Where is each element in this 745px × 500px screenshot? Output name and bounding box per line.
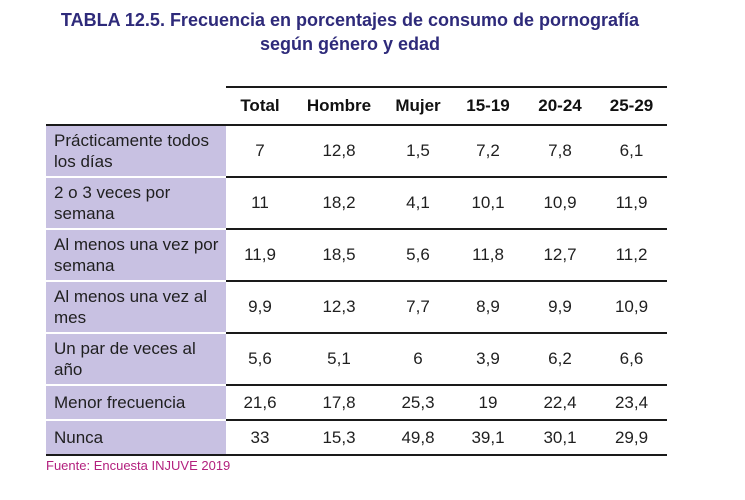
table-cell: 7,2 xyxy=(452,125,524,178)
header-mujer: Mujer xyxy=(384,86,452,126)
table-title: TABLA 12.5. Frecuencia en porcentajes de… xyxy=(0,8,700,56)
table-cell: 9,9 xyxy=(226,281,294,334)
table-row: Menor frecuencia 21,6 17,8 25,3 19 22,4 … xyxy=(46,385,667,421)
table-cell: 11,9 xyxy=(226,229,294,282)
table-cell: 9,9 xyxy=(524,281,596,334)
table-cell: 21,6 xyxy=(226,385,294,421)
header-row: Total Hombre Mujer 15-19 20-24 25-29 xyxy=(46,86,667,126)
table-cell: 12,7 xyxy=(524,229,596,282)
table-cell: 3,9 xyxy=(452,333,524,386)
table-cell: 5,1 xyxy=(294,333,384,386)
table-cell: 12,3 xyxy=(294,281,384,334)
table-cell: 23,4 xyxy=(596,385,667,421)
frequency-table: Total Hombre Mujer 15-19 20-24 25-29 Prá… xyxy=(46,86,667,456)
table-cell: 25,3 xyxy=(384,385,452,421)
table-row: Un par de veces al año 5,6 5,1 6 3,9 6,2… xyxy=(46,333,667,386)
table-cell: 4,1 xyxy=(384,177,452,230)
table-cell: 11 xyxy=(226,177,294,230)
table-cell: 17,8 xyxy=(294,385,384,421)
table-cell: 11,2 xyxy=(596,229,667,282)
table-cell: 18,2 xyxy=(294,177,384,230)
table-cell: 6,2 xyxy=(524,333,596,386)
header-hombre: Hombre xyxy=(294,86,384,126)
row-label: Un par de veces al año xyxy=(46,333,226,386)
table-cell: 11,9 xyxy=(596,177,667,230)
source-note: Fuente: Encuesta INJUVE 2019 xyxy=(46,458,231,473)
table-cell: 8,9 xyxy=(452,281,524,334)
table-cell: 6 xyxy=(384,333,452,386)
table-cell: 6,6 xyxy=(596,333,667,386)
header-empty-cell xyxy=(46,87,226,126)
table-cell: 6,1 xyxy=(596,125,667,178)
table-cell: 30,1 xyxy=(524,420,596,456)
table-cell: 5,6 xyxy=(226,333,294,386)
header-age-15-19: 15-19 xyxy=(452,86,524,126)
header-total: Total xyxy=(226,86,294,126)
header-age-20-24: 20-24 xyxy=(524,86,596,126)
table-cell: 39,1 xyxy=(452,420,524,456)
table-cell: 5,6 xyxy=(384,229,452,282)
table-title-line-2: según género y edad xyxy=(259,34,441,54)
table-row: Al menos una vez al mes 9,9 12,3 7,7 8,9… xyxy=(46,281,667,334)
table-cell: 22,4 xyxy=(524,385,596,421)
table-cell: 29,9 xyxy=(596,420,667,456)
row-label: Prácticamente todos los días xyxy=(46,125,226,178)
table-row: Prácticamente todos los días 7 12,8 1,5 … xyxy=(46,125,667,178)
table-title-line-1: TABLA 12.5. Frecuencia en porcentajes de… xyxy=(60,10,640,30)
table-cell: 10,9 xyxy=(524,177,596,230)
table-cell: 1,5 xyxy=(384,125,452,178)
table-cell: 19 xyxy=(452,385,524,421)
row-label: Al menos una vez por semana xyxy=(46,229,226,282)
row-label: Nunca xyxy=(46,420,226,456)
row-label: Menor frecuencia xyxy=(46,385,226,421)
table-cell: 18,5 xyxy=(294,229,384,282)
row-label: Al menos una vez al mes xyxy=(46,281,226,334)
table-cell: 10,9 xyxy=(596,281,667,334)
table-cell: 10,1 xyxy=(452,177,524,230)
table-row: Al menos una vez por semana 11,9 18,5 5,… xyxy=(46,229,667,282)
table-cell: 15,3 xyxy=(294,420,384,456)
table-cell: 7,7 xyxy=(384,281,452,334)
table-row: 2 o 3 veces por semana 11 18,2 4,1 10,1 … xyxy=(46,177,667,230)
header-age-25-29: 25-29 xyxy=(596,86,667,126)
row-label: 2 o 3 veces por semana xyxy=(46,177,226,230)
table-cell: 33 xyxy=(226,420,294,456)
table-cell: 12,8 xyxy=(294,125,384,178)
table-cell: 7 xyxy=(226,125,294,178)
table-cell: 11,8 xyxy=(452,229,524,282)
table-cell: 49,8 xyxy=(384,420,452,456)
table-row: Nunca 33 15,3 49,8 39,1 30,1 29,9 xyxy=(46,420,667,456)
table-cell: 7,8 xyxy=(524,125,596,178)
